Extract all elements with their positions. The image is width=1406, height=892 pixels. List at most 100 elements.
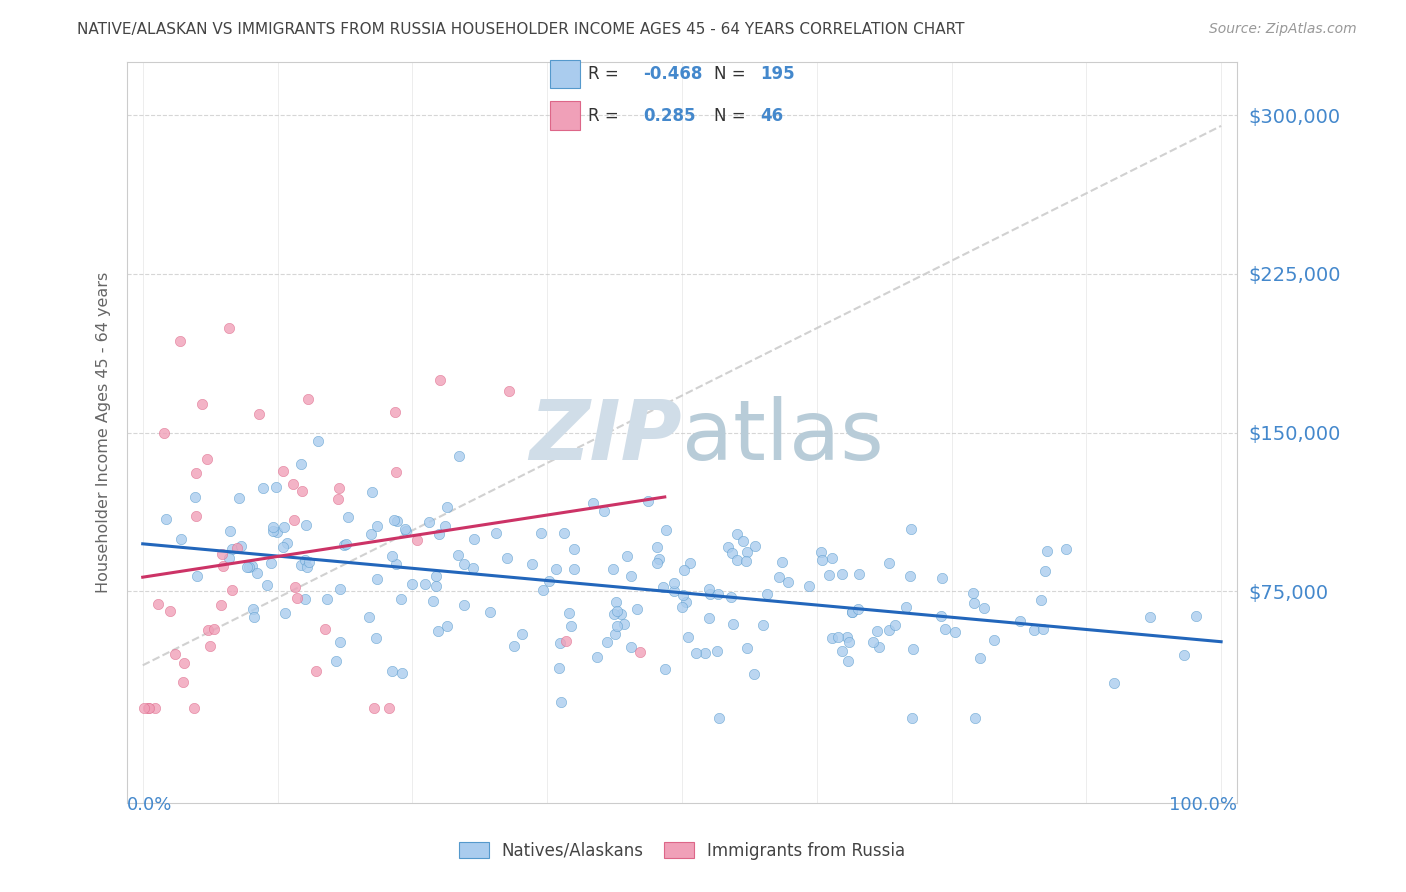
Point	[284, 580, 307, 594]
Point	[336, 509, 359, 524]
Text: 46: 46	[761, 106, 783, 125]
Point	[654, 662, 676, 676]
Point	[211, 559, 233, 574]
Text: 0.0%: 0.0%	[127, 797, 172, 814]
Point	[186, 569, 208, 583]
Point	[332, 538, 354, 552]
Point	[1102, 676, 1125, 690]
Point	[645, 556, 668, 570]
Point	[198, 639, 221, 653]
Point	[720, 590, 742, 604]
Point	[364, 631, 387, 645]
Point	[735, 545, 758, 559]
Point	[538, 574, 561, 589]
Point	[548, 661, 571, 675]
Point	[314, 622, 336, 636]
Point	[821, 631, 844, 645]
Point	[271, 540, 294, 554]
Point	[544, 562, 567, 576]
Point	[418, 515, 440, 529]
Point	[903, 642, 925, 657]
Point	[191, 397, 214, 411]
Point	[391, 666, 413, 681]
Point	[425, 579, 447, 593]
Point	[389, 591, 412, 606]
Point	[603, 607, 626, 621]
Point	[384, 405, 406, 419]
Point	[1022, 623, 1045, 637]
Point	[647, 552, 669, 566]
Point	[447, 548, 470, 562]
Point	[218, 550, 240, 565]
Point	[655, 523, 678, 537]
Point	[363, 700, 385, 714]
Text: 100.0%: 100.0%	[1170, 797, 1237, 814]
Point	[744, 539, 766, 553]
Point	[436, 619, 458, 633]
Point	[963, 596, 986, 610]
Point	[1173, 648, 1195, 662]
Point	[943, 625, 966, 640]
Point	[709, 710, 731, 724]
Point	[165, 647, 187, 661]
Point	[329, 582, 352, 596]
Point	[1029, 592, 1052, 607]
Point	[290, 457, 312, 471]
Point	[770, 555, 793, 569]
Point	[606, 619, 628, 633]
Point	[143, 700, 166, 714]
Point	[596, 634, 619, 648]
Point	[699, 586, 721, 600]
Point	[202, 622, 225, 636]
Text: R =: R =	[588, 106, 624, 125]
Point	[159, 604, 181, 618]
Point	[447, 450, 470, 464]
Point	[778, 574, 800, 589]
Point	[273, 464, 295, 478]
Text: NATIVE/ALASKAN VS IMMIGRANTS FROM RUSSIA HOUSEHOLDER INCOME AGES 45 - 64 YEARS C: NATIVE/ALASKAN VS IMMIGRANTS FROM RUSSIA…	[77, 22, 965, 37]
Point	[831, 566, 853, 581]
Point	[662, 584, 685, 599]
Point	[307, 434, 329, 448]
Point	[733, 534, 755, 549]
Point	[768, 570, 790, 584]
Point	[877, 623, 900, 637]
Point	[259, 556, 281, 570]
Point	[186, 467, 208, 481]
Point	[744, 667, 766, 681]
Point	[717, 541, 740, 555]
Point	[195, 451, 218, 466]
Point	[827, 630, 849, 644]
Point	[283, 476, 305, 491]
Point	[378, 700, 401, 714]
Point	[384, 558, 406, 572]
Point	[394, 522, 416, 536]
Point	[405, 533, 427, 547]
Point	[184, 491, 207, 505]
Point	[685, 647, 707, 661]
Point	[605, 595, 627, 609]
Point	[862, 635, 884, 649]
Point	[606, 604, 628, 618]
Point	[381, 549, 404, 564]
Point	[735, 640, 758, 655]
Point	[256, 578, 278, 592]
Point	[229, 539, 252, 553]
Point	[811, 553, 834, 567]
Point	[628, 645, 651, 659]
Point	[335, 537, 357, 551]
Point	[983, 632, 1005, 647]
Point	[169, 334, 191, 348]
Point	[328, 481, 350, 495]
Point	[218, 321, 240, 335]
Point	[425, 569, 447, 583]
Point	[283, 513, 305, 527]
Point	[498, 384, 520, 398]
Point	[735, 554, 758, 568]
Point	[381, 664, 404, 678]
Point	[706, 644, 728, 658]
Point	[266, 525, 288, 540]
Point	[1035, 564, 1057, 578]
Point	[1010, 614, 1032, 628]
Point	[211, 548, 233, 562]
